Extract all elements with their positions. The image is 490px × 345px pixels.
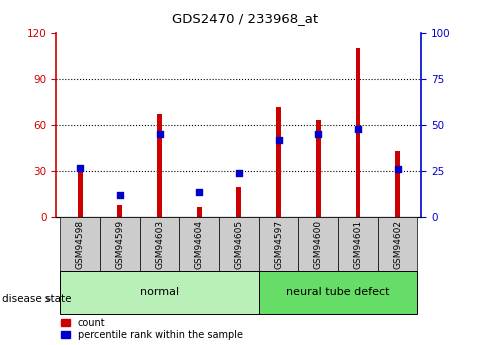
Bar [395,151,400,217]
Text: GSM94603: GSM94603 [155,219,164,269]
FancyBboxPatch shape [219,217,259,271]
FancyBboxPatch shape [100,217,140,271]
Bar [197,207,201,217]
FancyBboxPatch shape [259,217,298,271]
Point [354,126,362,131]
Text: GSM94604: GSM94604 [195,219,204,269]
Point [314,131,322,137]
Bar [118,205,122,217]
FancyBboxPatch shape [60,217,100,271]
Bar [78,171,82,217]
Text: GSM94605: GSM94605 [234,219,244,269]
Point [156,131,164,137]
Bar [356,48,360,217]
Bar [316,120,320,217]
Text: disease state: disease state [2,295,72,304]
FancyBboxPatch shape [378,217,417,271]
Text: neural tube defect: neural tube defect [286,287,390,297]
Bar [237,187,241,217]
FancyBboxPatch shape [298,217,338,271]
Point [196,189,203,194]
Legend: count, percentile rank within the sample: count, percentile rank within the sample [61,318,243,340]
Text: GDS2470 / 233968_at: GDS2470 / 233968_at [172,12,318,25]
Point [235,170,243,176]
Point [116,193,124,198]
Point [76,165,84,170]
Point [274,137,282,142]
Text: GSM94597: GSM94597 [274,219,283,269]
FancyBboxPatch shape [179,217,219,271]
Text: GSM94598: GSM94598 [75,219,85,269]
FancyBboxPatch shape [259,271,417,314]
Bar [276,107,281,217]
FancyBboxPatch shape [60,271,259,314]
Text: normal: normal [140,287,179,297]
Text: GSM94600: GSM94600 [314,219,323,269]
Point [393,167,401,172]
FancyBboxPatch shape [140,217,179,271]
Text: GSM94602: GSM94602 [393,219,402,269]
Text: GSM94601: GSM94601 [353,219,363,269]
Bar [157,114,162,217]
FancyBboxPatch shape [338,217,378,271]
Text: GSM94599: GSM94599 [115,219,124,269]
